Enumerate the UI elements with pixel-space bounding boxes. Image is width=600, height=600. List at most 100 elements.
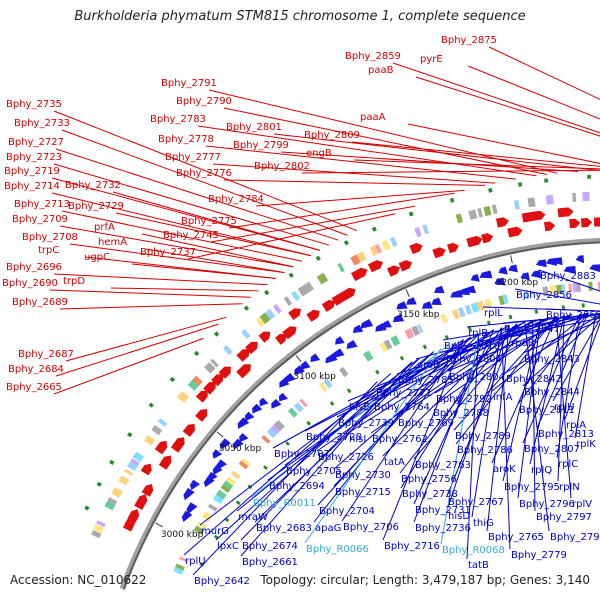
forward-gene-arrow (141, 484, 154, 497)
reverse-gene-label: Bphy_2779 (511, 550, 567, 561)
cog-band-segment (273, 420, 285, 431)
cog-band-segment (379, 341, 388, 353)
orf-tick (84, 505, 90, 511)
forward-gene-arrow (236, 349, 250, 362)
reverse-gene-label: Bphy_2694 (269, 481, 325, 492)
cog-band-segment (96, 520, 106, 528)
reverse-label-connector (400, 327, 502, 489)
reverse-gene-label: Bphy_2792 (436, 394, 492, 405)
forward-gene-arrow (466, 235, 483, 248)
kbp-tick-marks: 3000 kbp 3050 kbp 3100 kbp 3150 kbp 3200 kbp… (155, 255, 538, 540)
cog-band-segment (201, 511, 213, 522)
forward-gene-label: Bphy_2799 (233, 140, 289, 151)
reverse-gene-label: Bphy_2661 (242, 557, 298, 568)
reverse-gene-label: Bphy_2843 (524, 354, 580, 365)
reverse-gene-arrow (536, 259, 547, 268)
kbp-tick (295, 355, 302, 363)
reverse-gene-arrow (245, 411, 255, 421)
reverse-gene-arrow (431, 297, 442, 305)
reverse-label-connector (192, 381, 378, 576)
reverse-label-connector (557, 315, 565, 482)
cog-band-segment (261, 435, 271, 444)
reverse-label-connector (447, 312, 589, 372)
forward-label-connector (59, 225, 294, 268)
reverse-gene-arrow (465, 285, 477, 294)
reverse-gene-label: apaG (315, 523, 341, 534)
reverse-gene-arrow (279, 392, 288, 402)
cog-band-segment (271, 422, 283, 434)
forward-gene-arrow (245, 341, 258, 355)
forward-label-connector (353, 159, 600, 170)
reverse-gene-arrow (520, 272, 530, 281)
forward-label-connector (115, 212, 312, 257)
reverse-gene-label: rplB (468, 328, 488, 339)
forward-gene-arrow (447, 242, 459, 254)
forward-gene-label: Bphy_2729 (68, 201, 124, 212)
orf-tick (399, 355, 405, 361)
cog-band-segment (303, 281, 314, 293)
forward-gene-arrow (203, 381, 216, 395)
reverse-gene-arrow (252, 403, 263, 414)
forward-gene-arrow (158, 455, 172, 470)
cog-band-segment (266, 427, 278, 439)
cog-band-segment (389, 236, 398, 247)
forward-gene-label: Bphy_2696 (6, 262, 62, 273)
orf-tick (371, 226, 377, 232)
reverse-gene-label: Bphy_2844 (524, 387, 580, 398)
forward-gene-label: ugpC (84, 252, 110, 263)
reverse-label-connector (502, 318, 541, 482)
forward-label-connector (49, 289, 251, 298)
reverse-label-connector (240, 361, 413, 557)
forward-label-connector (351, 141, 600, 167)
forward-label-connector (255, 189, 465, 207)
reverse-gene-arrow (450, 289, 463, 298)
forward-gene-label: Bphy_2723 (6, 152, 62, 163)
orf-tick (193, 350, 200, 357)
forward-gene-arrow (182, 423, 195, 437)
reverse-gene-arrow (498, 266, 508, 275)
forward-label-connectors (49, 46, 600, 395)
forward-gene-label: Bphy_2684 (8, 364, 64, 375)
cog-band-segment (177, 391, 190, 403)
reverse-gene-arrow (360, 319, 374, 329)
cog-band-segment (207, 503, 218, 512)
cog-band-segment (297, 284, 309, 297)
forward-label-connector (65, 316, 227, 362)
kbp-tick (216, 431, 224, 438)
reverse-gene-label: rplN (559, 482, 580, 493)
cog-band-segment (132, 451, 144, 463)
reverse-gene-label: rplU (554, 402, 575, 413)
forward-gene-label: engB (306, 148, 332, 159)
orf-tick (408, 211, 414, 217)
reverse-gene-arrow (563, 266, 576, 274)
reverse-gene-arrow (470, 274, 480, 282)
cog-color-bands (91, 191, 600, 575)
cog-band-segment (316, 272, 329, 285)
cog-band-segment (179, 556, 189, 563)
cog-band-segment (568, 283, 573, 293)
forward-gene-arrow (127, 509, 140, 523)
reverse-label-connector (524, 321, 550, 532)
forward-label-connector (55, 323, 219, 377)
reverse-gene-arrow (190, 479, 200, 490)
cog-band-segment (293, 402, 304, 413)
reverse-gene-label: thiG (473, 518, 494, 529)
reverse-gene-labels: Bphy_2883 Bphy_2856 rplL Bphy_2865 Bphy_2847… (185, 271, 600, 587)
orf-tick (263, 465, 268, 470)
reverse-label-connector (254, 351, 435, 523)
reverse-gene-arrow (212, 449, 223, 459)
reverse-label-connector (538, 269, 600, 292)
cog-band-segment (477, 208, 483, 218)
reverse-gene-label: lpxC (217, 541, 239, 552)
reverse-gene-label: Bphy_2797 (536, 512, 592, 523)
reverse-gene-label: tatA (384, 457, 405, 468)
reverse-gene-label: rplK (576, 439, 596, 450)
forward-gene-arrow (409, 243, 423, 255)
reverse-gene-arrow (294, 365, 305, 375)
reverse-gene-label: aroK (493, 464, 516, 475)
backbone-circle (119, 237, 600, 590)
reverse-gene-label: Bphy_2738 (402, 489, 458, 500)
cog-band-segment (363, 350, 374, 362)
reverse-label-connector (555, 316, 572, 499)
